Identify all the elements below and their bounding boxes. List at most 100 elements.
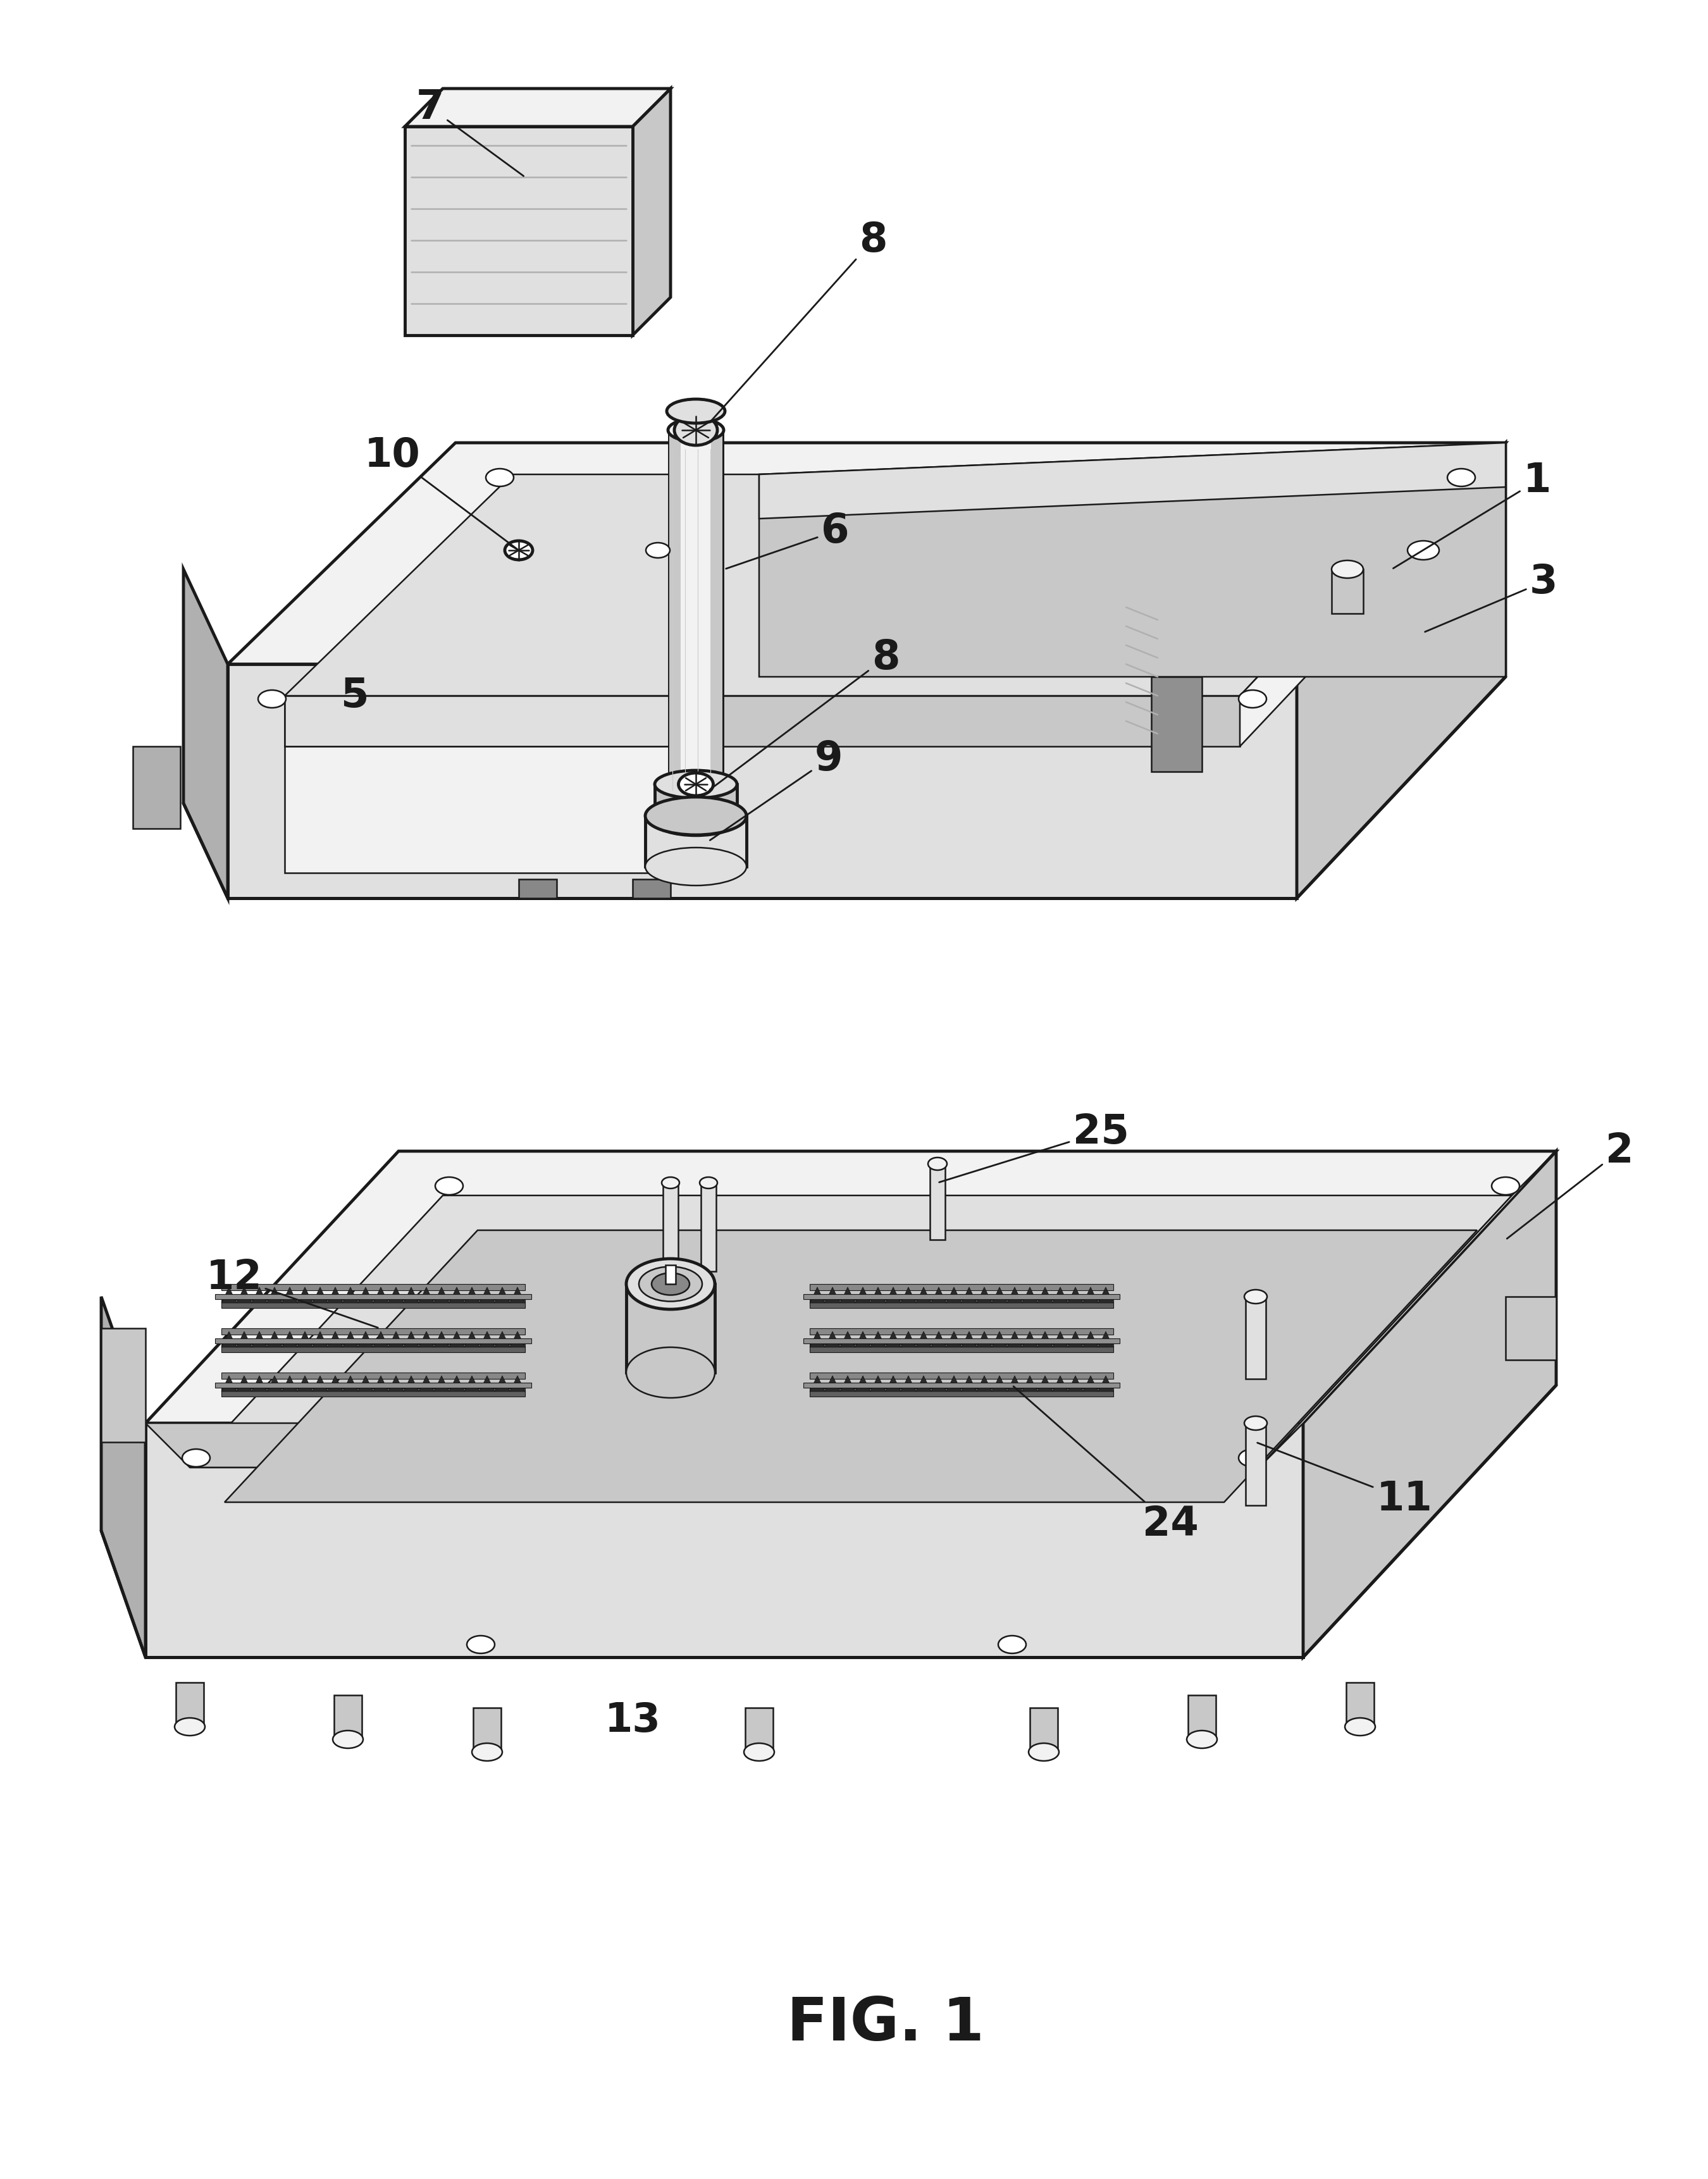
- Polygon shape: [915, 1288, 931, 1303]
- Polygon shape: [449, 1288, 465, 1303]
- Polygon shape: [856, 1375, 871, 1392]
- Polygon shape: [810, 1344, 1114, 1353]
- Text: 25: 25: [939, 1113, 1129, 1183]
- Polygon shape: [297, 1288, 313, 1303]
- Polygon shape: [511, 1331, 524, 1347]
- Polygon shape: [313, 1288, 328, 1303]
- Text: 8: 8: [711, 638, 900, 789]
- Text: 8: 8: [711, 220, 886, 423]
- Polygon shape: [977, 1331, 992, 1347]
- Polygon shape: [388, 1375, 403, 1392]
- Text: 13: 13: [605, 1702, 661, 1741]
- Polygon shape: [803, 1384, 1120, 1388]
- Polygon shape: [931, 1288, 946, 1303]
- Ellipse shape: [506, 540, 533, 560]
- Text: FIG. 1: FIG. 1: [787, 1996, 984, 2053]
- Polygon shape: [810, 1288, 825, 1303]
- Polygon shape: [328, 1375, 343, 1392]
- Text: 3: 3: [1424, 562, 1558, 632]
- Text: 24: 24: [1013, 1386, 1199, 1545]
- Polygon shape: [328, 1331, 343, 1347]
- Polygon shape: [1030, 1708, 1057, 1752]
- Polygon shape: [810, 1388, 1114, 1397]
- Polygon shape: [670, 429, 722, 804]
- Polygon shape: [992, 1375, 1008, 1392]
- Polygon shape: [1296, 442, 1505, 898]
- Ellipse shape: [258, 691, 285, 708]
- Ellipse shape: [1238, 1449, 1266, 1466]
- Ellipse shape: [627, 1259, 716, 1310]
- Polygon shape: [227, 665, 1296, 898]
- Polygon shape: [1052, 1375, 1068, 1392]
- Polygon shape: [449, 1331, 465, 1347]
- Polygon shape: [418, 1288, 434, 1303]
- Ellipse shape: [1028, 1743, 1059, 1761]
- Polygon shape: [1068, 1331, 1083, 1347]
- Polygon shape: [222, 1331, 237, 1347]
- Ellipse shape: [639, 1266, 702, 1301]
- Polygon shape: [1151, 678, 1202, 771]
- Ellipse shape: [700, 1177, 717, 1188]
- Polygon shape: [1023, 1288, 1037, 1303]
- Polygon shape: [145, 1151, 1556, 1423]
- Ellipse shape: [745, 1743, 774, 1761]
- Text: 1: 1: [1394, 462, 1551, 569]
- Polygon shape: [1259, 1151, 1556, 1466]
- Polygon shape: [176, 1682, 203, 1726]
- Polygon shape: [282, 1375, 297, 1392]
- Polygon shape: [222, 1329, 524, 1334]
- Polygon shape: [374, 1331, 388, 1347]
- Polygon shape: [480, 1375, 495, 1392]
- Polygon shape: [145, 1423, 1303, 1466]
- Polygon shape: [856, 1288, 871, 1303]
- Polygon shape: [803, 1338, 1120, 1344]
- Polygon shape: [480, 1331, 495, 1347]
- Polygon shape: [666, 1266, 676, 1283]
- Polygon shape: [222, 1344, 524, 1353]
- Polygon shape: [495, 1288, 511, 1303]
- Polygon shape: [519, 878, 557, 898]
- Polygon shape: [313, 1375, 328, 1392]
- Polygon shape: [434, 1288, 449, 1303]
- Polygon shape: [1098, 1288, 1114, 1303]
- Ellipse shape: [471, 1743, 502, 1761]
- Polygon shape: [992, 1288, 1008, 1303]
- Polygon shape: [282, 1288, 297, 1303]
- Polygon shape: [900, 1331, 915, 1347]
- Polygon shape: [1245, 1297, 1266, 1379]
- Polygon shape: [632, 89, 671, 336]
- Polygon shape: [840, 1375, 856, 1392]
- Polygon shape: [900, 1288, 915, 1303]
- Polygon shape: [190, 1196, 1512, 1466]
- Polygon shape: [215, 1338, 531, 1344]
- Polygon shape: [931, 1331, 946, 1347]
- Polygon shape: [374, 1288, 388, 1303]
- Polygon shape: [222, 1388, 524, 1397]
- Ellipse shape: [646, 798, 746, 835]
- Polygon shape: [1052, 1331, 1068, 1347]
- Polygon shape: [405, 126, 632, 336]
- Polygon shape: [222, 1283, 524, 1290]
- Polygon shape: [663, 1183, 678, 1270]
- Polygon shape: [222, 1373, 524, 1379]
- Polygon shape: [403, 1375, 418, 1392]
- Polygon shape: [388, 1288, 403, 1303]
- Polygon shape: [810, 1375, 825, 1392]
- Polygon shape: [1505, 1297, 1556, 1360]
- Ellipse shape: [1187, 1730, 1218, 1748]
- Ellipse shape: [654, 771, 736, 798]
- Polygon shape: [1052, 1288, 1068, 1303]
- Polygon shape: [962, 1375, 977, 1392]
- Polygon shape: [405, 89, 671, 126]
- Polygon shape: [418, 1375, 434, 1392]
- Polygon shape: [886, 1288, 900, 1303]
- Polygon shape: [480, 1288, 495, 1303]
- Polygon shape: [343, 1331, 359, 1347]
- Polygon shape: [359, 1288, 374, 1303]
- Polygon shape: [871, 1331, 886, 1347]
- Polygon shape: [1332, 569, 1363, 614]
- Polygon shape: [359, 1375, 374, 1392]
- Polygon shape: [1037, 1288, 1052, 1303]
- Text: 11: 11: [1257, 1442, 1433, 1519]
- Polygon shape: [840, 1288, 856, 1303]
